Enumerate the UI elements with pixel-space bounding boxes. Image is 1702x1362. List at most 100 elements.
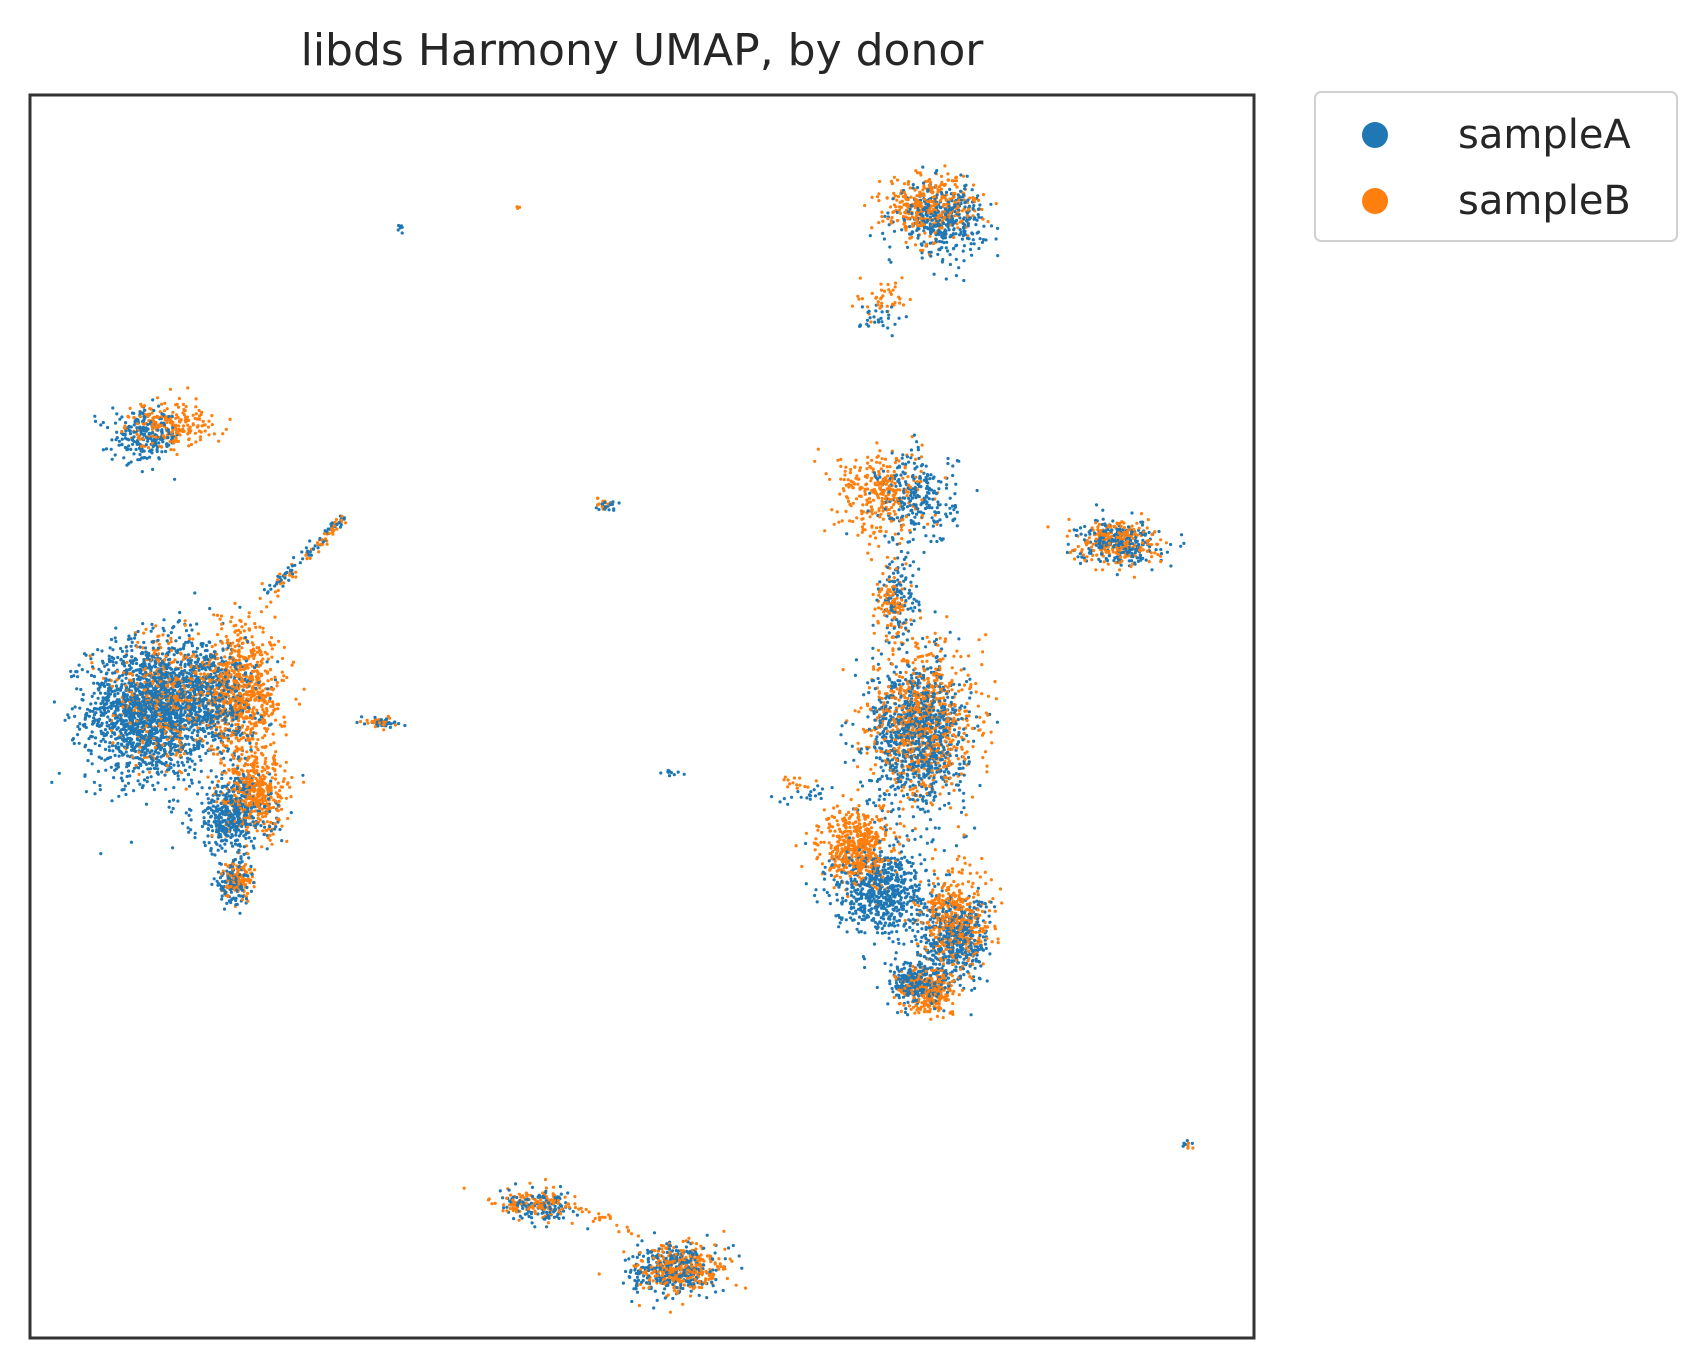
point-sampleA — [278, 827, 282, 832]
point-sampleA — [909, 456, 913, 460]
point-sampleB — [501, 1209, 505, 1213]
point-sampleA — [957, 683, 962, 687]
point-sampleB — [872, 631, 876, 635]
point-sampleA — [138, 782, 142, 786]
point-sampleA — [110, 799, 114, 803]
point-sampleB — [918, 655, 922, 659]
point-sampleA — [928, 818, 933, 822]
point-sampleB — [904, 670, 908, 675]
point-sampleB — [626, 1228, 631, 1232]
point-sampleB — [719, 1264, 723, 1269]
point-sampleB — [937, 673, 942, 677]
point-sampleB — [897, 698, 901, 702]
point-sampleA — [80, 697, 84, 702]
point-sampleA — [624, 1269, 628, 1274]
point-sampleA — [916, 950, 920, 955]
point-sampleB — [892, 831, 896, 835]
point-sampleA — [815, 900, 819, 904]
point-sampleA — [903, 960, 907, 965]
point-sampleA — [714, 1290, 718, 1294]
point-sampleA — [905, 245, 910, 249]
point-sampleA — [894, 951, 898, 955]
point-sampleB — [866, 305, 870, 309]
point-sampleA — [1094, 503, 1099, 507]
point-sampleB — [913, 827, 917, 831]
point-sampleA — [661, 1291, 665, 1295]
point-sampleB — [854, 820, 858, 824]
point-sampleA — [103, 664, 107, 668]
point-sampleA — [107, 654, 111, 658]
point-sampleB — [564, 1204, 568, 1208]
point-sampleA — [213, 816, 217, 820]
point-sampleA — [977, 215, 981, 219]
point-sampleB — [950, 782, 954, 786]
point-sampleA — [99, 739, 103, 743]
point-sampleA — [972, 204, 976, 208]
point-sampleA — [885, 614, 889, 618]
point-sampleA — [287, 578, 291, 582]
point-sampleB — [860, 530, 865, 534]
point-sampleB — [302, 780, 306, 784]
point-sampleB — [830, 857, 834, 861]
point-sampleA — [120, 679, 124, 683]
point-sampleA — [530, 1185, 535, 1189]
point-sampleA — [262, 588, 266, 592]
point-sampleB — [713, 1243, 717, 1247]
point-sampleB — [1153, 551, 1157, 555]
point-sampleA — [167, 646, 171, 651]
point-sampleB — [366, 721, 370, 725]
point-sampleB — [984, 633, 988, 637]
point-sampleB — [223, 655, 227, 659]
point-sampleA — [954, 482, 958, 486]
point-sampleB — [885, 789, 889, 793]
point-sampleA — [938, 962, 942, 966]
point-sampleB — [889, 474, 894, 478]
point-sampleB — [858, 276, 862, 280]
point-sampleB — [248, 662, 252, 666]
point-sampleA — [899, 695, 903, 699]
point-sampleA — [897, 704, 901, 708]
point-sampleA — [872, 848, 876, 852]
point-sampleB — [358, 720, 363, 724]
point-sampleA — [876, 676, 880, 681]
point-sampleB — [851, 822, 855, 826]
point-sampleB — [672, 1289, 677, 1293]
point-sampleB — [893, 777, 897, 782]
point-sampleA — [244, 836, 248, 841]
point-sampleB — [219, 757, 223, 762]
point-sampleB — [251, 737, 255, 741]
point-sampleA — [916, 510, 921, 514]
point-sampleB — [850, 304, 855, 308]
point-sampleB — [831, 834, 835, 838]
point-sampleB — [890, 216, 894, 220]
point-sampleB — [945, 615, 949, 619]
point-sampleA — [921, 795, 925, 799]
point-sampleB — [954, 671, 958, 675]
point-sampleA — [298, 561, 302, 565]
point-sampleA — [176, 764, 180, 768]
point-sampleA — [104, 672, 108, 676]
point-sampleA — [890, 801, 894, 805]
point-sampleA — [187, 830, 191, 834]
point-sampleB — [983, 870, 987, 874]
point-sampleA — [872, 897, 876, 901]
point-sampleB — [198, 438, 203, 442]
point-sampleA — [934, 492, 939, 496]
point-sampleB — [294, 570, 298, 574]
point-sampleB — [844, 866, 849, 870]
point-sampleA — [206, 710, 210, 714]
point-sampleA — [120, 771, 124, 775]
point-sampleA — [973, 826, 977, 830]
point-sampleA — [400, 231, 404, 235]
point-sampleB — [888, 827, 892, 831]
point-sampleA — [900, 456, 904, 460]
point-sampleB — [877, 192, 881, 196]
point-sampleA — [202, 816, 206, 820]
point-sampleA — [207, 819, 211, 824]
point-sampleA — [87, 748, 91, 752]
point-sampleA — [171, 798, 176, 802]
point-sampleA — [101, 420, 105, 425]
point-sampleA — [906, 1013, 910, 1017]
point-sampleB — [255, 829, 259, 833]
point-sampleA — [888, 562, 892, 566]
